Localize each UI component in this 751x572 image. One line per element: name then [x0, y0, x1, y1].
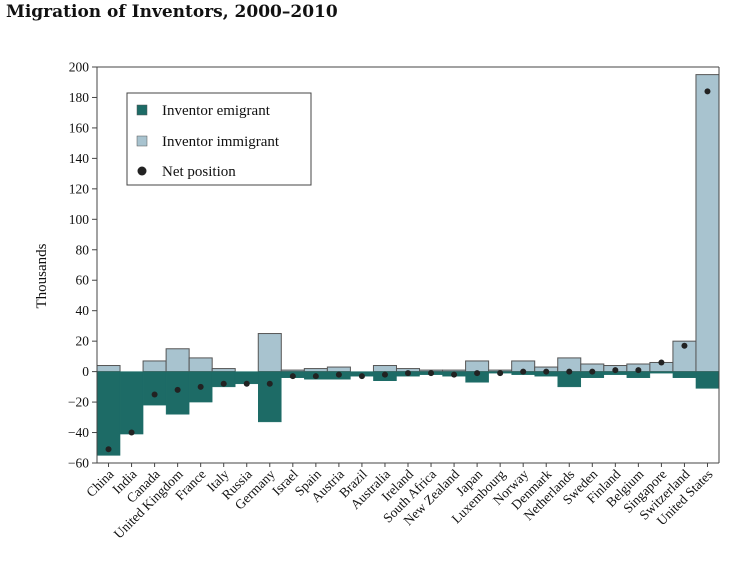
y-tick-label: 100: [69, 212, 90, 227]
y-tick-label: −40: [68, 425, 89, 440]
y-tick-label: 180: [69, 90, 90, 105]
y-tick-label: −20: [68, 395, 89, 410]
net-point: [358, 373, 365, 380]
legend-label: Inventor immigrant: [162, 134, 280, 150]
legend-label: Net position: [162, 164, 236, 180]
immigrant-bar: [695, 74, 720, 373]
net-point: [704, 88, 711, 95]
y-tick-label: 60: [76, 273, 90, 288]
legend-label: Inventor emigrant: [162, 103, 271, 119]
net-point: [105, 446, 112, 453]
net-point: [243, 380, 250, 387]
net-point: [635, 367, 642, 374]
y-tick-label: 140: [69, 151, 90, 166]
immigrant-bar: [465, 360, 490, 373]
immigrant-bar: [188, 357, 213, 373]
net-point: [312, 373, 319, 380]
y-tick-label: 0: [82, 364, 89, 379]
y-tick-label: 120: [69, 181, 90, 196]
net-point: [681, 342, 688, 349]
chart-title: Migration of Inventors, 2000–2010: [6, 2, 338, 22]
net-point: [266, 380, 273, 387]
emigrant-bar: [165, 371, 190, 415]
net-point: [658, 359, 665, 366]
y-tick-label: 20: [76, 334, 90, 349]
net-point: [128, 429, 135, 436]
y-tick-label: −60: [68, 456, 89, 471]
legend-swatch: [136, 104, 148, 116]
emigrant-bar: [649, 371, 674, 374]
net-point: [474, 370, 481, 377]
legend-box: [126, 92, 312, 186]
emigrant-bar: [695, 371, 720, 389]
immigrant-bar: [257, 333, 282, 373]
y-tick-label: 80: [76, 242, 90, 257]
legend-marker: [137, 166, 147, 176]
y-tick-label: 160: [69, 120, 90, 135]
net-point: [381, 371, 388, 378]
y-tick-label: 200: [69, 60, 90, 75]
net-point: [520, 368, 527, 375]
net-point: [151, 391, 158, 398]
emigrant-bar: [258, 371, 282, 423]
net-point: [612, 367, 619, 374]
net-point: [220, 380, 227, 387]
immigrant-bar: [211, 368, 236, 373]
emigrant-bar: [119, 371, 144, 435]
net-point: [497, 370, 504, 377]
legend: Inventor emigrant Inventor immigrant Net p…: [126, 92, 312, 186]
net-point: [428, 370, 435, 377]
immigrant-bar: [142, 360, 167, 373]
net-point: [451, 371, 458, 378]
immigrant-bar: [372, 365, 397, 373]
y-axis-label: Thousands: [34, 243, 50, 308]
immigrant-bar: [303, 368, 328, 373]
net-point: [289, 373, 296, 380]
net-point: [197, 383, 204, 390]
y-tick-label: 40: [76, 303, 90, 318]
net-point: [589, 368, 596, 375]
net-point: [543, 368, 550, 375]
immigrant-bar: [165, 348, 190, 373]
legend-swatch: [136, 135, 148, 147]
net-point: [405, 370, 411, 377]
immigrant-bar: [326, 366, 351, 373]
immigrant-bar: [96, 365, 121, 373]
net-point: [566, 368, 573, 375]
net-point: [335, 371, 342, 378]
emigrant-bar: [96, 371, 121, 456]
emigrant-bar: [142, 371, 167, 406]
net-point: [174, 386, 181, 393]
emigrant-bar: [672, 371, 697, 378]
